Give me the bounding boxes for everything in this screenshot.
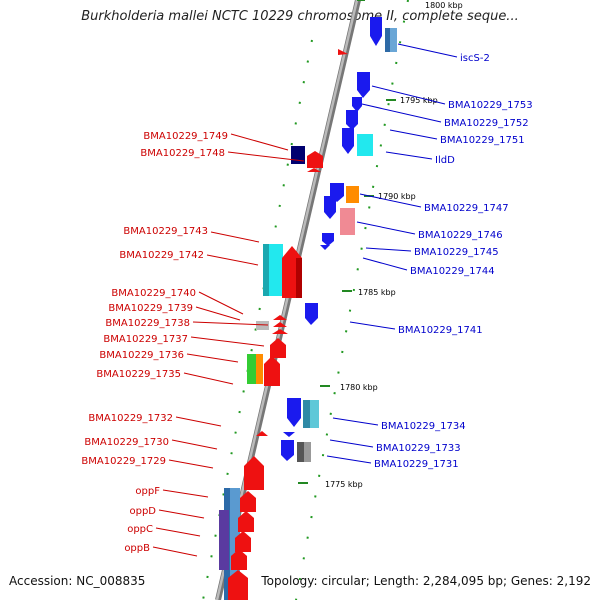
tick-label: 1785 kbp	[358, 288, 396, 297]
gene-feature[interactable]	[244, 456, 264, 490]
gene-label[interactable]: BMA10229_1734	[381, 421, 466, 432]
forward-features[interactable]	[219, 49, 348, 600]
gene-label[interactable]: BMA10229_1751	[440, 135, 525, 146]
gene-label[interactable]: BMA10229_1739	[108, 303, 193, 314]
gene-feature[interactable]	[320, 245, 330, 250]
kbp-ticks: 1800 kbp 1795 kbp 1790 kbp 1785 kbp 1780…	[298, 0, 463, 489]
gene-feature[interactable]	[305, 303, 318, 325]
reverse-features[interactable]	[281, 17, 397, 462]
gene-label[interactable]: BMA10229_1745	[414, 247, 499, 258]
gene-label[interactable]: IldD	[435, 155, 455, 166]
gene-feature[interactable]	[287, 398, 301, 427]
gene-label[interactable]: oppD	[129, 506, 156, 517]
gene-feature[interactable]	[256, 321, 269, 330]
gene-feature[interactable]	[240, 491, 256, 512]
tick-label: 1795 kbp	[400, 96, 438, 105]
accession-label: Accession: NC_008835	[9, 574, 146, 588]
gene-feature[interactable]	[235, 531, 251, 552]
gene-feature[interactable]	[346, 186, 359, 203]
gene-feature[interactable]	[283, 432, 295, 437]
reverse-labels[interactable]: iscS-2 BMA10229_1753 BMA10229_1752 BMA10…	[326, 43, 533, 470]
gene-label[interactable]: BMA10229_1733	[376, 443, 461, 454]
gene-label[interactable]: BMA10229_1752	[444, 118, 529, 129]
forward-labels[interactable]: BMA10229_1749 BMA10229_1748 BMA10229_174…	[81, 131, 305, 557]
gene-label[interactable]: BMA10229_1729	[81, 456, 166, 467]
gene-feature[interactable]	[338, 49, 348, 55]
gene-feature[interactable]	[273, 322, 287, 327]
gene-label[interactable]: oppF	[135, 486, 160, 497]
tick-label: 1775 kbp	[325, 480, 363, 489]
gene-label[interactable]: BMA10229_1730	[84, 437, 169, 448]
gene-feature[interactable]	[256, 354, 263, 384]
gene-label[interactable]: oppC	[127, 524, 153, 535]
gene-label[interactable]: BMA10229_1731	[374, 459, 459, 470]
gene-feature[interactable]	[340, 208, 355, 235]
tick-label: 1780 kbp	[340, 383, 378, 392]
gene-label[interactable]: BMA10229_1738	[105, 318, 190, 329]
gene-feature[interactable]	[322, 233, 334, 246]
gene-feature[interactable]	[346, 110, 358, 130]
gene-label[interactable]: BMA10229_1741	[398, 325, 483, 336]
gene-feature[interactable]	[352, 97, 362, 112]
gene-feature[interactable]	[273, 315, 287, 320]
gene-feature[interactable]	[228, 570, 248, 600]
gene-feature[interactable]	[231, 549, 247, 570]
gene-feature[interactable]	[281, 440, 294, 461]
gene-feature[interactable]	[342, 128, 354, 154]
gene-label[interactable]: oppB	[124, 543, 150, 554]
gene-feature[interactable]	[357, 72, 370, 98]
map-title: Burkholderia mallei NCTC 10229 chromosom…	[81, 9, 519, 24]
gene-label[interactable]: BMA10229_1749	[143, 131, 228, 142]
tick-label: 1800 kbp	[425, 1, 463, 10]
gene-feature[interactable]	[247, 354, 256, 384]
gene-label[interactable]: BMA10229_1736	[99, 350, 184, 361]
gene-label[interactable]: BMA10229_1737	[103, 334, 188, 345]
gene-feature[interactable]	[324, 196, 336, 219]
gene-feature[interactable]	[264, 356, 280, 386]
gene-feature[interactable]	[238, 511, 254, 532]
gene-label[interactable]: BMA10229_1742	[119, 250, 204, 261]
gene-label[interactable]: BMA10229_1735	[96, 369, 181, 380]
tick-label: 1790 kbp	[378, 192, 416, 201]
gene-label[interactable]: BMA10229_1740	[111, 288, 196, 299]
gene-feature[interactable]	[272, 329, 288, 334]
gene-feature[interactable]	[370, 17, 382, 46]
genome-summary: Topology: circular; Length: 2,284,095 bp…	[261, 574, 591, 588]
gene-feature[interactable]	[256, 431, 268, 436]
gene-feature[interactable]	[270, 338, 286, 358]
gene-feature[interactable]	[357, 134, 373, 156]
gene-label[interactable]: BMA10229_1743	[123, 226, 208, 237]
gene-label[interactable]: BMA10229_1753	[448, 100, 533, 111]
gene-label[interactable]: iscS-2	[460, 53, 490, 64]
gene-label[interactable]: BMA10229_1744	[410, 266, 495, 277]
gene-label[interactable]: BMA10229_1732	[88, 413, 173, 424]
gene-feature[interactable]	[307, 168, 321, 172]
gene-label[interactable]: BMA10229_1746	[418, 230, 503, 241]
gene-label[interactable]: BMA10229_1747	[424, 203, 509, 214]
gene-label[interactable]: BMA10229_1748	[140, 148, 225, 159]
gene-feature[interactable]	[307, 151, 323, 168]
